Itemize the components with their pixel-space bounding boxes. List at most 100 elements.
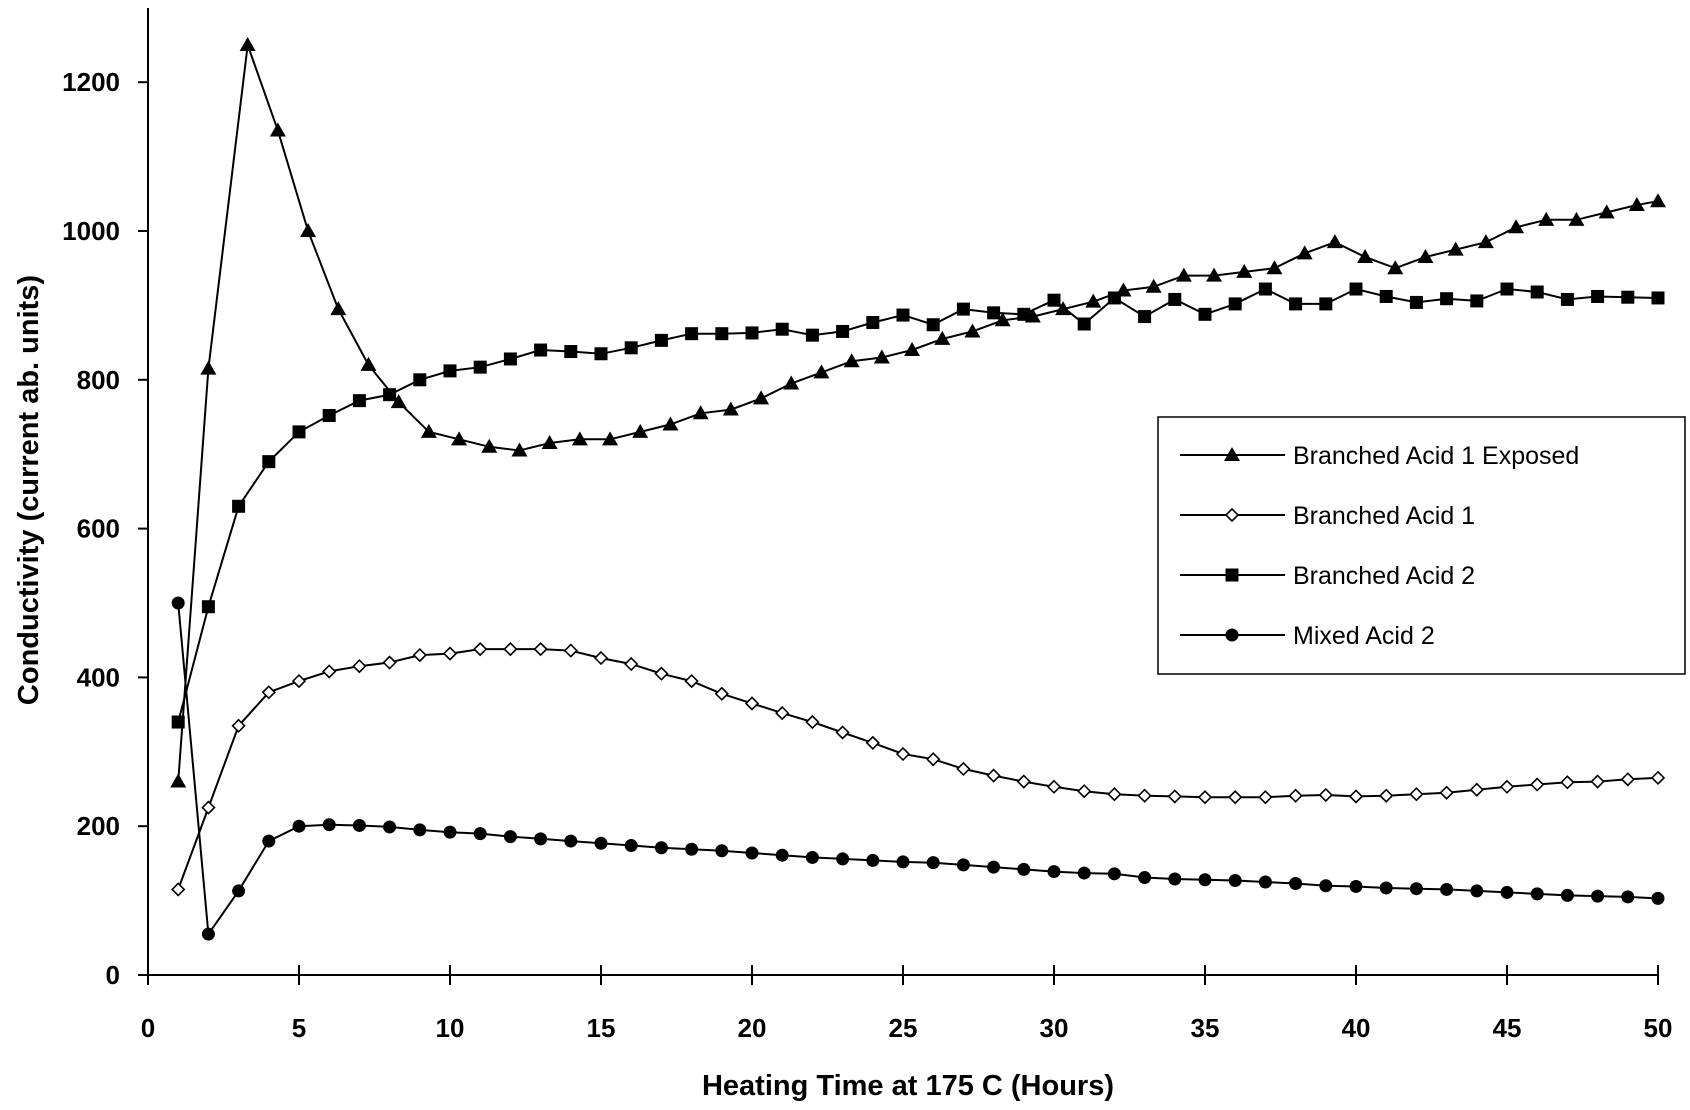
- data-point-s1-20: [775, 705, 790, 721]
- y-tick-label: 1200: [62, 67, 120, 97]
- data-point-s3-36: [1258, 875, 1272, 889]
- data-point-s3-14: [594, 836, 608, 850]
- data-point-s2-39: [1349, 282, 1363, 296]
- data-point-s1-11: [503, 641, 518, 657]
- data-point-s1-35: [1228, 790, 1243, 805]
- data-point-s1-30: [1077, 784, 1092, 799]
- data-point-s3-39: [1349, 879, 1363, 893]
- data-point-s3-32: [1138, 871, 1152, 885]
- data-point-s1-29: [1046, 779, 1062, 794]
- data-point-s3-15: [624, 839, 638, 853]
- data-point-s3-30: [1077, 866, 1091, 880]
- data-point-s2-18: [715, 327, 729, 341]
- y-tick-label: 400: [77, 662, 120, 692]
- data-point-s3-17: [685, 842, 699, 856]
- data-point-s0-4: [300, 223, 317, 237]
- data-point-s2-48: [1621, 290, 1635, 304]
- y-tick-label: 1000: [62, 216, 120, 246]
- legend-marker: [1225, 568, 1239, 582]
- legend-label: Mixed Acid 2: [1293, 622, 1435, 650]
- data-point-s2-30: [1077, 317, 1091, 331]
- data-point-s3-6: [352, 818, 366, 832]
- data-point-s0-46: [1568, 211, 1585, 226]
- data-point-s1-33: [1167, 789, 1182, 804]
- data-point-s3-44: [1500, 885, 1514, 899]
- data-point-s1-16: [654, 666, 669, 681]
- data-point-s3-12: [534, 832, 548, 846]
- x-tick-label: 40: [1342, 1013, 1371, 1043]
- data-point-s0-12: [541, 435, 558, 450]
- legend-marker: [1225, 628, 1239, 642]
- data-point-s1-49: [1650, 770, 1666, 785]
- legend-marker: [1224, 447, 1240, 461]
- data-point-s3-46: [1560, 888, 1574, 902]
- data-point-s1-48: [1620, 772, 1635, 787]
- data-point-s1-7: [382, 655, 397, 670]
- data-point-s2-14: [594, 347, 608, 361]
- data-point-s2-15: [624, 341, 638, 355]
- data-point-s3-2: [232, 884, 246, 898]
- data-point-s3-13: [564, 834, 578, 848]
- data-point-s0-29: [1055, 301, 1072, 316]
- data-point-s1-34: [1197, 790, 1213, 805]
- data-point-s0-35: [1236, 263, 1253, 278]
- data-point-s1-40: [1379, 788, 1394, 803]
- series-line-1: [177, 648, 1659, 890]
- data-point-s2-10: [473, 360, 487, 374]
- x-tick-label: 15: [587, 1013, 616, 1043]
- legend-box: [1157, 416, 1686, 675]
- data-point-s3-11: [503, 830, 517, 844]
- y-tick-label: 0: [106, 960, 120, 990]
- data-point-s1-5: [322, 664, 337, 679]
- data-point-s0-15: [632, 423, 649, 438]
- data-point-s2-35: [1228, 297, 1242, 311]
- data-point-s0-23: [873, 349, 890, 364]
- y-tick-label: 800: [77, 365, 120, 395]
- data-point-s0-20: [783, 375, 800, 390]
- data-point-s0-32: [1145, 278, 1162, 293]
- x-tick-label: 5: [292, 1013, 306, 1043]
- data-point-s3-49: [1651, 891, 1665, 905]
- data-point-s2-29: [1047, 293, 1061, 307]
- data-point-s0-48: [1628, 196, 1645, 211]
- data-point-s0-21: [813, 364, 830, 379]
- data-point-s0-49: [1650, 193, 1666, 208]
- data-point-s1-46: [1560, 775, 1575, 790]
- data-point-s0-16: [662, 416, 679, 431]
- data-point-s1-44: [1499, 779, 1515, 794]
- data-point-s0-43: [1477, 234, 1494, 249]
- data-point-s0-38: [1326, 234, 1343, 249]
- data-point-s2-1: [201, 600, 215, 614]
- data-point-s0-3: [269, 122, 286, 137]
- data-point-s0-13: [571, 431, 588, 446]
- data-point-s3-45: [1530, 887, 1544, 901]
- data-point-s0-42: [1447, 241, 1464, 256]
- data-point-s2-28: [1017, 307, 1031, 321]
- data-point-s1-14: [593, 650, 609, 666]
- data-point-s1-31: [1107, 787, 1122, 802]
- data-point-s0-19: [753, 390, 770, 405]
- data-point-s0-47: [1598, 204, 1615, 219]
- data-point-s1-0: [171, 882, 186, 897]
- y-tick-label: 200: [77, 811, 120, 841]
- data-point-s3-0: [171, 596, 185, 610]
- data-point-s3-28: [1017, 862, 1031, 876]
- data-point-s1-3: [261, 685, 276, 700]
- x-tick-label: 25: [889, 1013, 918, 1043]
- x-tick-label: 45: [1493, 1013, 1522, 1043]
- data-point-s2-31: [1107, 291, 1121, 305]
- data-point-s0-44: [1508, 219, 1525, 234]
- data-point-s2-25: [926, 318, 940, 332]
- data-point-s1-19: [744, 696, 760, 711]
- data-point-s3-21: [805, 850, 819, 864]
- data-point-s1-47: [1590, 774, 1605, 789]
- data-point-s3-29: [1047, 865, 1061, 879]
- data-point-s1-2: [231, 718, 246, 733]
- data-point-s3-18: [715, 844, 729, 858]
- data-point-s3-5: [322, 818, 336, 832]
- data-point-s1-41: [1409, 787, 1424, 802]
- data-point-s1-17: [684, 673, 699, 689]
- data-point-s1-23: [865, 735, 880, 751]
- data-point-s1-6: [352, 659, 367, 674]
- data-point-s0-14: [602, 431, 619, 446]
